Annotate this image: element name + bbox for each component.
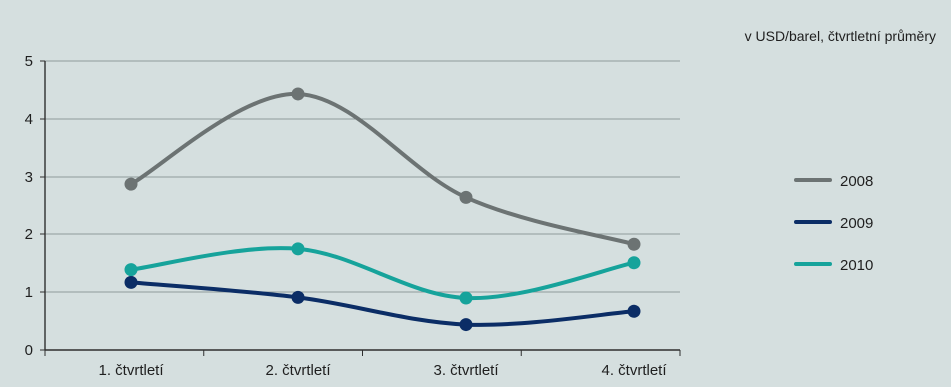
x-tick-labels: 1. čtvrtletí 2. čtvrtletí 3. čtvrtletí 4… xyxy=(98,362,667,379)
y-tick-label-3: 3 xyxy=(25,169,33,186)
x-tick-label-2: 3. čtvrtletí xyxy=(433,362,499,379)
y-tick-label-4: 4 xyxy=(25,111,33,128)
series-point-2009-1 xyxy=(124,275,138,289)
x-tick-label-1: 2. čtvrtletí xyxy=(265,362,331,379)
y-tick-label-1: 1 xyxy=(25,284,33,301)
series-point-2010-1 xyxy=(124,263,138,277)
series-line-2010 xyxy=(129,246,636,300)
legend-label-2009: 2009 xyxy=(840,215,873,232)
unit-label: v USD/barel, čtvrtletní průměry xyxy=(745,28,936,44)
series-point-2008-2 xyxy=(291,87,305,101)
series-point-2010-3 xyxy=(459,291,473,305)
series-line-2009 xyxy=(129,280,636,327)
legend-label-2010: 2010 xyxy=(840,257,873,274)
grid-lines-group xyxy=(45,60,680,293)
x-tick-label-0: 1. čtvrtletí xyxy=(98,362,164,379)
series-point-2009-2 xyxy=(291,290,305,304)
axes-group xyxy=(40,60,681,356)
y-tick-label-2: 2 xyxy=(25,226,33,243)
y-tick-label-5: 5 xyxy=(25,53,33,70)
series-point-2010-2 xyxy=(291,242,305,256)
legend-label-2008: 2008 xyxy=(840,173,873,190)
legend: 2008 2009 2010 xyxy=(794,173,873,274)
x-tick-label-3: 4. čtvrtletí xyxy=(601,362,667,379)
y-tick-labels: 0 1 2 3 4 5 xyxy=(25,53,33,359)
series-point-2008-4 xyxy=(627,237,641,251)
series-point-2009-4 xyxy=(627,304,641,318)
series-layer xyxy=(124,87,641,332)
series-point-2010-4 xyxy=(627,256,641,270)
y-tick-label-0: 0 xyxy=(25,342,33,359)
series-point-2009-3 xyxy=(459,318,473,332)
series-line-2008 xyxy=(129,91,636,247)
series-point-2008-1 xyxy=(124,177,138,191)
series-point-2008-3 xyxy=(459,190,473,204)
